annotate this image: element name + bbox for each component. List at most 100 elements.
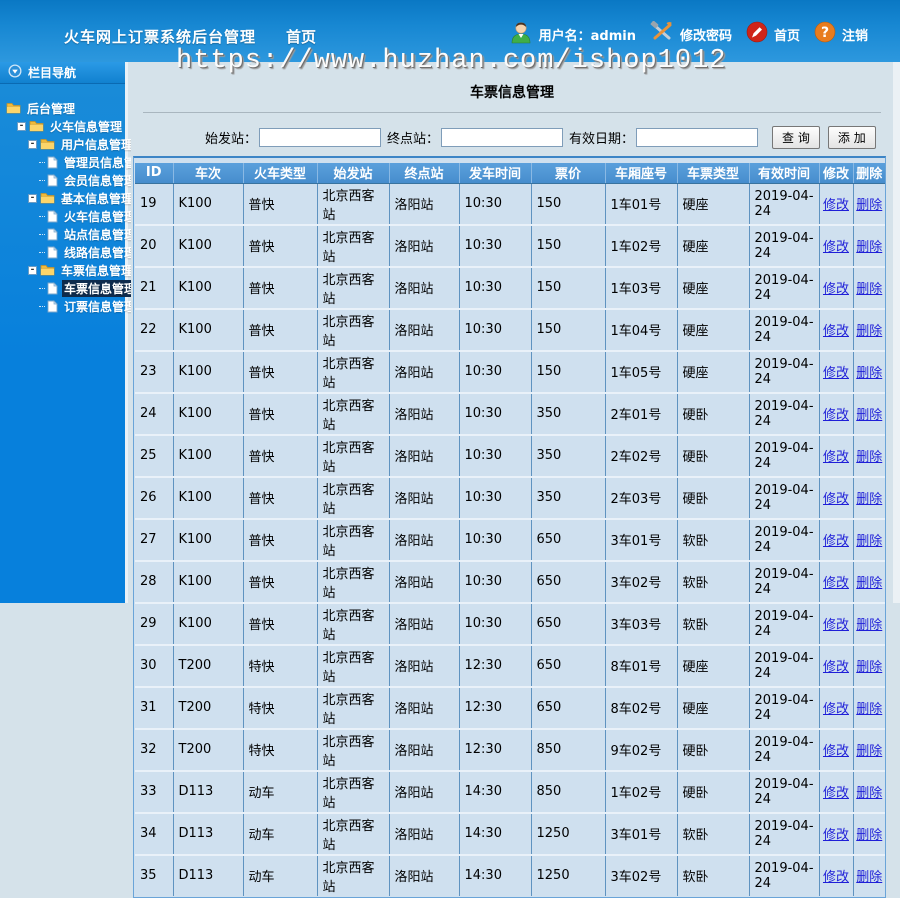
sidebar-item-11[interactable]: 订票信息管理	[0, 297, 136, 315]
search-button[interactable]: 查 询	[772, 126, 820, 149]
delete-link[interactable]: 删除	[856, 744, 883, 759]
home-pencil-icon[interactable]	[746, 21, 768, 47]
edit-link[interactable]: 修改	[822, 786, 849, 801]
delete-link[interactable]: 删除	[856, 828, 883, 843]
sidebar-item-1[interactable]: - 火车信息管理	[0, 117, 125, 135]
table-row: 30 T200 特快 北京西客站 洛阳站 12:30 650 8车01号 硬座 2019-04-2…	[135, 644, 885, 688]
table-cell: 硬卧	[676, 728, 749, 772]
edit-link[interactable]: 修改	[822, 618, 849, 633]
table-cell: 洛阳站	[388, 476, 459, 520]
edit-link[interactable]: 修改	[822, 534, 849, 549]
delete-link[interactable]: 删除	[856, 198, 883, 213]
collapse-box-icon[interactable]: -	[28, 139, 37, 149]
edit-link[interactable]: 修改	[822, 408, 849, 423]
table-cell: 普快	[242, 350, 317, 394]
sidebar-item-5[interactable]: - 基本信息管理	[0, 189, 133, 207]
table-cell: 650	[530, 602, 605, 646]
table-cell: 普快	[242, 434, 317, 478]
table-cell: 10:30	[458, 476, 531, 520]
file-icon	[47, 155, 58, 169]
table-cell: 10:30	[458, 518, 531, 562]
delete-link[interactable]: 删除	[856, 576, 883, 591]
edit-link[interactable]: 修改	[822, 828, 849, 843]
table-cell: 12:30	[458, 728, 531, 772]
sidebar-item-label: 基本信息管理	[61, 191, 134, 206]
table-cell: T200	[172, 728, 243, 772]
edit-link[interactable]: 修改	[822, 660, 849, 675]
table-cell: 1250	[530, 812, 605, 856]
edit-link[interactable]: 修改	[822, 702, 849, 717]
edit-link[interactable]: 修改	[822, 492, 849, 507]
sidebar-item-8[interactable]: 线路信息管理	[0, 243, 136, 261]
edit-link[interactable]: 修改	[822, 282, 849, 297]
delete-link[interactable]: 删除	[856, 408, 883, 423]
sidebar-item-3[interactable]: 管理员信息管理	[0, 153, 148, 171]
edit-link[interactable]: 修改	[822, 366, 849, 381]
table-cell: 2019-04-24	[748, 183, 819, 226]
nav-home-link[interactable]: 首页	[286, 28, 317, 46]
nav-tree: 后台管理 - 火车信息管理 - 用户信息管理 管理员信息管理 会员信息管理 - 基本信息管理 火车…	[0, 99, 148, 315]
sidebar-item-2[interactable]: - 用户信息管理	[0, 135, 133, 153]
collapse-box-icon[interactable]: -	[17, 121, 26, 131]
edit-link[interactable]: 修改	[822, 576, 849, 591]
delete-link-cell: 删除	[852, 686, 885, 730]
change-password-link[interactable]: 修改密码	[679, 28, 732, 44]
delete-link-cell: 删除	[852, 183, 885, 226]
edit-link[interactable]: 修改	[822, 450, 849, 465]
delete-link[interactable]: 删除	[856, 702, 883, 717]
end-station-input[interactable]	[441, 128, 564, 147]
edit-link[interactable]: 修改	[822, 240, 849, 255]
table-cell: 软卧	[676, 518, 749, 562]
logout-question-icon[interactable]: ?	[814, 21, 836, 47]
edit-link[interactable]: 修改	[822, 744, 849, 759]
collapse-box-icon[interactable]: -	[28, 193, 37, 203]
add-button[interactable]: 添 加	[827, 126, 876, 149]
edit-link[interactable]: 修改	[822, 870, 849, 885]
sidebar-item-7[interactable]: 站点信息管理	[0, 225, 136, 243]
column-header: 车次	[172, 163, 243, 184]
sidebar-item-6[interactable]: 火车信息管理	[0, 207, 136, 225]
sidebar-item-0[interactable]: 后台管理	[0, 99, 125, 117]
start-station-input[interactable]	[259, 128, 382, 147]
sidebar-item-4[interactable]: 会员信息管理	[0, 171, 136, 189]
edit-link[interactable]: 修改	[822, 198, 849, 213]
table-cell: 2019-04-24	[748, 518, 819, 562]
delete-link[interactable]: 删除	[856, 324, 883, 339]
table-cell: 洛阳站	[388, 518, 459, 562]
table-cell: 1车01号	[604, 183, 677, 226]
sidebar-item-label: 订票信息管理	[64, 299, 137, 314]
edit-link[interactable]: 修改	[822, 324, 849, 339]
table-cell: 北京西客站	[316, 224, 389, 268]
delete-link[interactable]: 删除	[856, 492, 883, 507]
delete-link-cell: 删除	[852, 224, 885, 268]
column-header: ID	[135, 163, 173, 184]
sidebar-item-label: 火车信息管理	[64, 209, 137, 224]
table-cell: 动车	[242, 812, 317, 856]
collapse-box-icon[interactable]: -	[28, 265, 37, 275]
table-cell: 2车02号	[604, 434, 677, 478]
delete-link[interactable]: 删除	[856, 870, 883, 885]
valid-date-input[interactable]	[636, 128, 759, 147]
table-cell: 洛阳站	[388, 434, 459, 478]
table-cell: 普快	[242, 602, 317, 646]
delete-link[interactable]: 删除	[856, 282, 883, 297]
delete-link[interactable]: 删除	[856, 660, 883, 675]
home-link[interactable]: 首页	[773, 28, 800, 44]
logout-link[interactable]: 注销	[841, 28, 868, 44]
delete-link[interactable]: 删除	[856, 366, 883, 381]
delete-link[interactable]: 删除	[856, 450, 883, 465]
delete-link[interactable]: 删除	[856, 618, 883, 633]
sidebar-item-10[interactable]: 车票信息管理	[0, 279, 139, 297]
delete-link-cell: 删除	[852, 728, 885, 772]
table-row: 19 K100 普快 北京西客站 洛阳站 10:30 150 1车01号 硬座 2019-04-2…	[135, 183, 885, 226]
table-cell: 10:30	[458, 266, 531, 310]
delete-link[interactable]: 删除	[856, 240, 883, 255]
delete-link[interactable]: 删除	[856, 786, 883, 801]
file-icon	[47, 227, 58, 241]
delete-link[interactable]: 删除	[856, 534, 883, 549]
column-header: 终点站	[388, 163, 459, 184]
table-row: 32 T200 特快 北京西客站 洛阳站 12:30 850 9车02号 硬卧 2019-04-2…	[135, 728, 885, 772]
table-row: 27 K100 普快 北京西客站 洛阳站 10:30 650 3车01号 软卧 2019-04-2…	[135, 518, 885, 562]
sidebar-item-9[interactable]: - 车票信息管理	[0, 261, 133, 279]
delete-link-cell: 删除	[852, 560, 885, 604]
